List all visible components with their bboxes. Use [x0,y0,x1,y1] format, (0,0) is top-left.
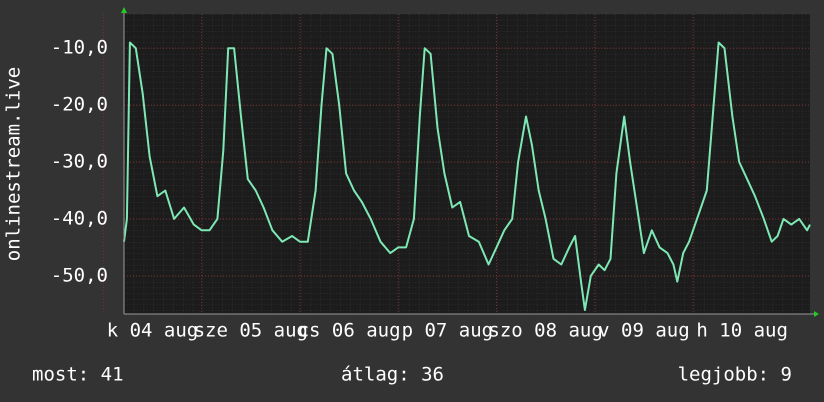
y-tick-label: -20,0 [51,94,108,116]
data-line [123,41,811,311]
y-arrow [121,7,127,13]
y-tick-label: -10,0 [51,37,108,59]
x-tick-label: k 04 aug [107,320,199,342]
x-tick-label: h 10 aug [696,320,788,342]
y-tick-label: -50,0 [51,264,108,286]
y-tick-label: -40,0 [51,207,108,229]
footer-best: legjobb: 9 [678,364,792,386]
footer-average: átlag: 36 [341,364,444,386]
x-arrow [814,311,819,317]
y-tick-label: -30,0 [51,151,108,173]
footer-current: most: 41 [32,364,124,386]
x-tick-label: szo 08 aug [488,320,602,342]
x-tick-label: p 07 aug [402,320,494,342]
minor-grid [124,14,810,314]
x-tick-label: cs 06 aug [298,320,401,342]
x-tick-label: sze 05 aug [194,320,308,342]
x-tick-label: v 09 aug [598,320,690,342]
y-axis-title: onlinestream.live [3,67,25,261]
